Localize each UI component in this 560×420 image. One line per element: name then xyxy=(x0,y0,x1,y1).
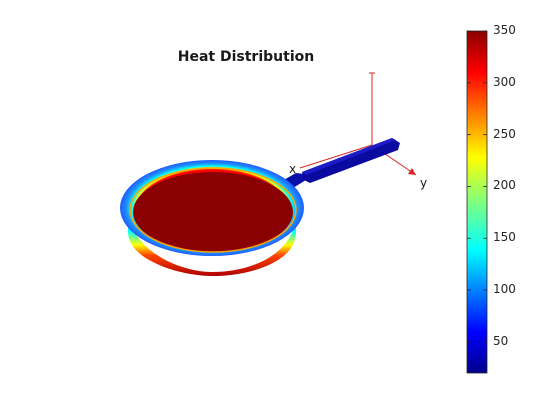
colorbar xyxy=(466,30,488,374)
pan-inner-ring xyxy=(129,167,297,253)
colorbar-tick-label: 250 xyxy=(493,126,516,141)
colorbar-gradient xyxy=(466,30,488,374)
y-axis-label: y xyxy=(420,176,428,190)
colorbar-tick-label: 350 xyxy=(493,23,516,37)
colorbar-tick-label: 200 xyxy=(493,178,516,193)
x-axis-line xyxy=(299,144,373,169)
y-axis-arrowhead xyxy=(408,168,416,175)
x-axis-label: x xyxy=(289,162,297,176)
pan-handle xyxy=(282,138,400,188)
plot-title: Heat Distribution xyxy=(177,49,315,65)
colorbar-tick-label: 50 xyxy=(493,333,509,348)
colorbar-tick-label: 100 xyxy=(493,282,516,297)
pan-hot-surface xyxy=(133,172,293,252)
colorbar-tick-label: 150 xyxy=(493,230,516,245)
colorbar-tick-label: 300 xyxy=(493,74,516,89)
axis-triad xyxy=(299,72,417,176)
pan-body xyxy=(120,160,304,276)
colorbar-ticks xyxy=(467,30,487,343)
